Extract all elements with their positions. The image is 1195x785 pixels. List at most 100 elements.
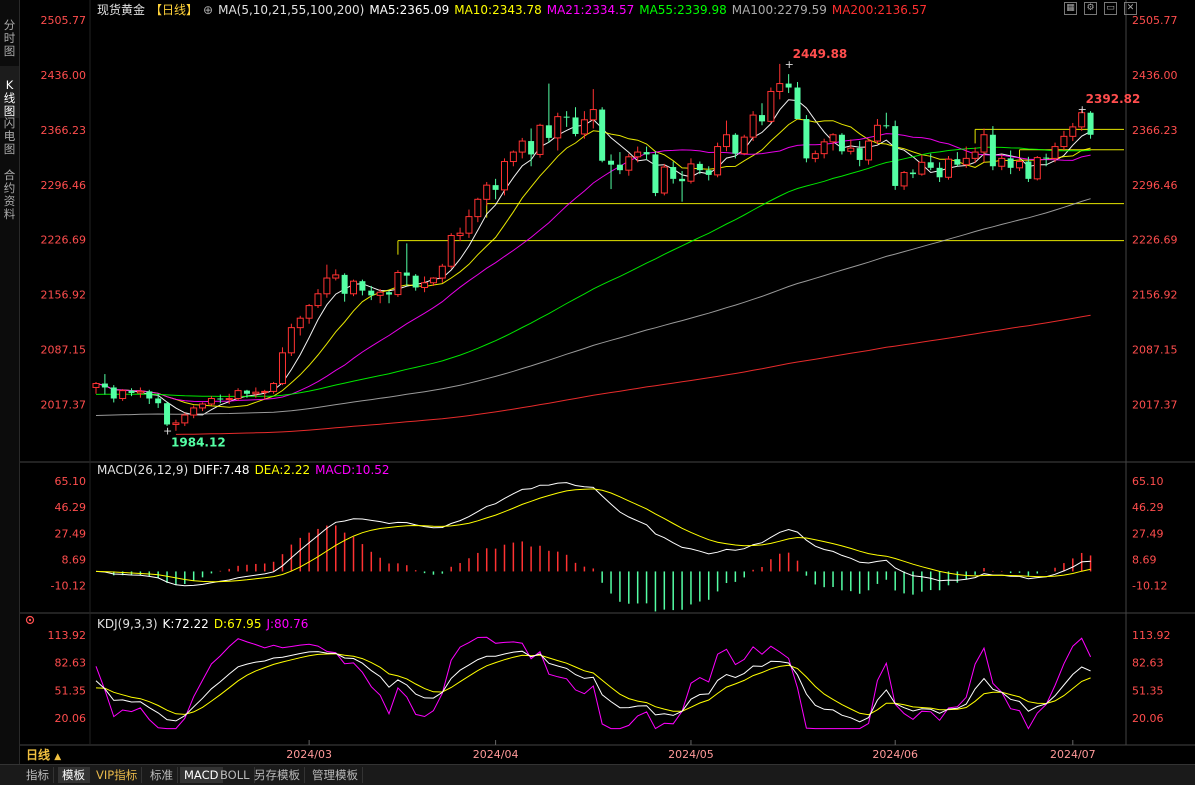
candle-body bbox=[456, 232, 464, 237]
bottom-tab-0[interactable]: 指标 bbox=[22, 767, 54, 783]
date-label: 2024/03 bbox=[286, 748, 332, 761]
candle-body bbox=[599, 109, 606, 161]
candle-body bbox=[1078, 112, 1086, 128]
settings-icon[interactable]: ⚙ bbox=[1084, 2, 1097, 15]
price-header-item: 现货黄金 bbox=[97, 2, 145, 17]
candle-body bbox=[820, 141, 828, 155]
bottom-tab-6[interactable]: 另存模板 bbox=[250, 767, 305, 783]
candle-body bbox=[278, 352, 286, 385]
bottom-tab-1[interactable]: 模板 bbox=[58, 767, 90, 783]
candle-body bbox=[217, 398, 224, 400]
left-tab-bar: 分时图分时图 K线图K线图闪电图闪电图合约资料合约资料 bbox=[0, 0, 20, 764]
grid-icon[interactable]: ▦ bbox=[1064, 2, 1077, 15]
candle-body bbox=[1043, 157, 1050, 159]
price-header: 现货黄金 【日线】 ⊕ MA(5,10,21,55,100,200) MA5:2365.… bbox=[97, 2, 927, 17]
price-tick-left: 2505.77 bbox=[41, 14, 87, 27]
candle-body bbox=[500, 161, 508, 191]
price-chart[interactable]: +2449.88+1984.12+2392.82 2505.77 2505.772… bbox=[20, 0, 1195, 746]
candle-body bbox=[954, 159, 961, 165]
candle-body bbox=[412, 275, 419, 288]
candle-body bbox=[944, 158, 952, 178]
candle-body bbox=[492, 185, 499, 190]
price-tick-right: 2017.37 bbox=[1132, 399, 1178, 412]
indicator-settings-icon-dot bbox=[28, 618, 32, 622]
kdj-tick-left: 82.63 bbox=[55, 657, 87, 670]
price-tick-left: 2087.15 bbox=[41, 344, 87, 357]
price-header-item: MA5:2365.09 bbox=[369, 3, 449, 17]
candle-body bbox=[918, 161, 926, 175]
price-tick-left: 2017.37 bbox=[41, 399, 87, 412]
macd-tick-left: 27.49 bbox=[55, 527, 87, 540]
price-annotation: 1984.12 bbox=[171, 436, 226, 450]
macd-tick-right: 8.69 bbox=[1132, 553, 1157, 566]
candlesticks bbox=[92, 63, 1094, 431]
period-arrow-icon: ▲ bbox=[54, 752, 62, 762]
candle-body bbox=[776, 83, 784, 92]
candle-body bbox=[759, 115, 765, 122]
candle-body bbox=[305, 305, 313, 319]
date-label: 2024/07 bbox=[1049, 748, 1096, 761]
kdj-tick-right: 82.63 bbox=[1132, 657, 1164, 670]
kdj-tick-right: 51.35 bbox=[1132, 684, 1164, 697]
price-header-item: 【日线】 bbox=[150, 3, 198, 17]
price-tick-right: 2226.69 bbox=[1132, 234, 1178, 247]
candle-body bbox=[980, 134, 988, 153]
candle-body bbox=[1060, 135, 1068, 148]
candle-body bbox=[243, 390, 250, 394]
left-tab-0[interactable]: 分时图分时图 bbox=[3, 18, 16, 58]
candle-body bbox=[483, 184, 491, 200]
candle-body bbox=[474, 198, 482, 218]
macd-tick-left: 65.10 bbox=[55, 475, 87, 488]
candle-body bbox=[643, 152, 650, 155]
candle-body bbox=[403, 272, 410, 276]
ma100-line bbox=[95, 198, 1091, 416]
macd-tick-left: -10.12 bbox=[51, 580, 86, 593]
candle-body bbox=[909, 172, 916, 175]
indicator-headers: 现货黄金 【日线】 ⊕ MA(5,10,21,55,100,200) MA5:2365.… bbox=[25, 2, 927, 631]
macd-tick-left: 8.69 bbox=[62, 553, 87, 566]
price-header-item: MA(5,10,21,55,100,200) bbox=[218, 3, 364, 17]
candle-body bbox=[1051, 146, 1059, 159]
bottom-tab-5[interactable]: BOLL bbox=[216, 767, 255, 783]
left-tab-2[interactable]: 闪电图闪电图 bbox=[3, 116, 16, 156]
bottom-tab-3[interactable]: 标准 bbox=[146, 767, 178, 783]
ma200-line bbox=[175, 314, 1091, 435]
candle-body bbox=[101, 383, 108, 388]
candle-body bbox=[1016, 161, 1024, 169]
kdj-panel bbox=[95, 636, 1092, 730]
period-selector[interactable]: 日线 ▲ bbox=[26, 747, 61, 763]
close-icon[interactable]: ✕ bbox=[1124, 2, 1137, 15]
left-tab-3[interactable]: 合约资料合约资料 bbox=[3, 168, 16, 221]
candle-body bbox=[376, 291, 384, 296]
left-tab-1[interactable]: K线图K线图 bbox=[0, 66, 19, 118]
kdj-header-item: J:80.76 bbox=[265, 617, 308, 631]
candle-body bbox=[580, 119, 588, 135]
candle-body bbox=[998, 157, 1006, 167]
candle-body bbox=[296, 317, 304, 329]
kdj-k-line bbox=[95, 650, 1091, 723]
candle-body bbox=[110, 387, 117, 399]
bottom-tab-7[interactable]: 管理模板 bbox=[308, 767, 363, 783]
candle-body bbox=[234, 390, 242, 399]
bottom-tab-4[interactable]: MACD bbox=[180, 767, 224, 783]
ma55-line bbox=[95, 146, 1091, 397]
chart-grid bbox=[20, 0, 1195, 746]
candle-body bbox=[900, 172, 908, 187]
candle-body bbox=[518, 140, 526, 153]
restore-icon[interactable]: ▭ bbox=[1104, 2, 1117, 15]
price-annotation: 2449.88 bbox=[793, 47, 848, 61]
date-label: 2024/05 bbox=[668, 748, 714, 761]
price-tick-left: 2226.69 bbox=[41, 234, 87, 247]
candle-body bbox=[128, 390, 135, 393]
candle-body bbox=[829, 134, 837, 143]
kdj-d-line bbox=[95, 653, 1091, 716]
date-label: 2024/06 bbox=[872, 748, 919, 761]
candle-body bbox=[838, 134, 845, 152]
candle-body bbox=[660, 166, 668, 194]
candle-body bbox=[883, 125, 890, 127]
kdj-tick-left: 113.92 bbox=[48, 629, 87, 642]
candle-body bbox=[386, 292, 393, 295]
bottom-tab-2[interactable]: VIP指标 bbox=[92, 767, 143, 783]
candle-body bbox=[927, 162, 934, 168]
date-label: 2024/04 bbox=[472, 748, 519, 761]
